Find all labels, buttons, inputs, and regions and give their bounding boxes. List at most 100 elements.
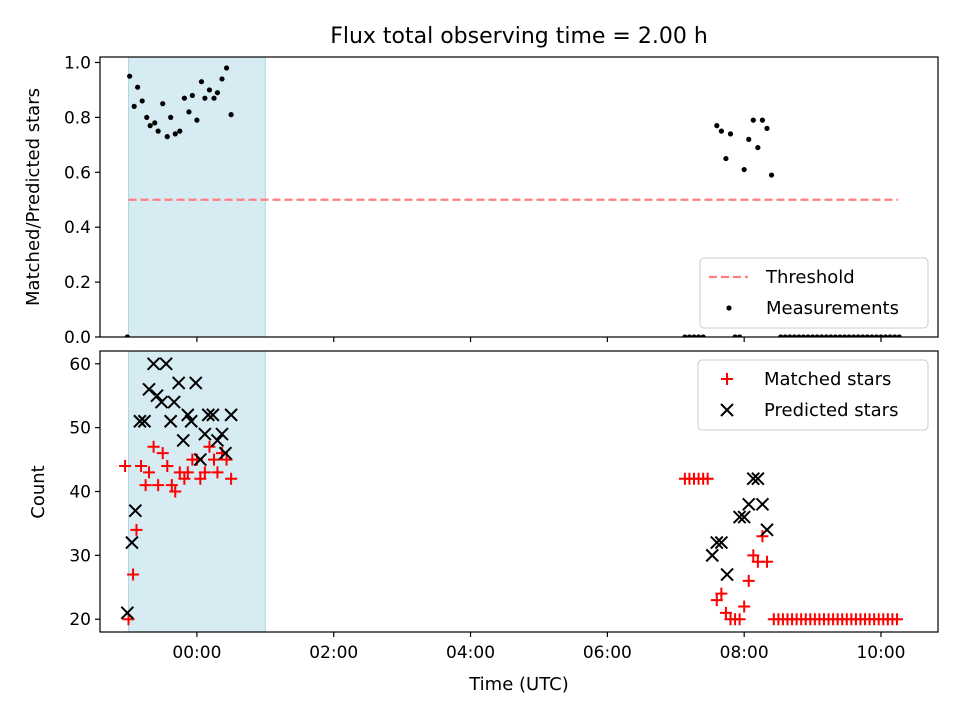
measurement-point [764, 125, 770, 131]
predicted-star-point [146, 357, 161, 371]
matched-star-point [890, 613, 903, 626]
predicted-star-point [193, 452, 208, 467]
predicted-star-point [125, 535, 139, 550]
predicted-star-point [714, 535, 729, 550]
measurement-point [832, 334, 838, 337]
y-tick-label: 30 [69, 546, 91, 566]
measurement-point [202, 95, 208, 101]
legend-label: Threshold [765, 267, 855, 288]
predicted-star-point [198, 427, 212, 441]
predicted-star-point [218, 446, 233, 460]
measurement-point [714, 123, 720, 129]
y-axis-label-bottom: Count [28, 465, 49, 518]
measurement-point [186, 109, 192, 115]
measurement-point [878, 334, 884, 337]
matched-star-point [152, 479, 165, 492]
measurement-point [691, 334, 697, 337]
measurement-point [837, 334, 843, 337]
measurement-point [160, 101, 166, 107]
plot-area [124, 65, 902, 337]
measurement-point [864, 334, 870, 337]
legend-label: Matched stars [764, 369, 891, 390]
y-tick-label: 0.4 [64, 218, 91, 238]
measurement-point [214, 90, 221, 96]
measurement-point [727, 131, 734, 137]
predicted-star-point [201, 408, 216, 422]
observing-window-span [128, 350, 266, 633]
predicted-star-point [755, 497, 770, 511]
measurement-point [198, 79, 205, 85]
bottom-panel: 20 30 40 50 60 00:00 02:00 04:00 06:00 08:00 10:00… [69, 350, 939, 663]
predicted-star-point [181, 408, 195, 422]
measurement-point [155, 128, 161, 134]
matched-star-point [203, 440, 216, 453]
y-tick-label: 0.6 [64, 163, 91, 183]
x-tick-label: 02:00 [309, 643, 358, 663]
plot-area [119, 357, 903, 626]
predicted-star-point [720, 567, 734, 582]
legend-label: Predicted stars [764, 400, 898, 421]
predicted-star-point [171, 376, 186, 390]
measurement-point [189, 92, 195, 99]
matched-star-point [169, 485, 182, 498]
x-axis-label: Time (UTC) [468, 674, 569, 695]
legend-matched-swatch [721, 373, 733, 385]
matched-star-point [143, 466, 156, 479]
legend-label: Measurements [766, 298, 899, 319]
measurement-point [823, 334, 829, 337]
predicted-star-point [128, 503, 143, 518]
observing-window-span [128, 56, 266, 338]
measurement-point [228, 112, 234, 118]
measurement-point [732, 334, 738, 337]
matched-star-point [135, 459, 148, 472]
measurement-point [219, 76, 225, 82]
measurement-point [841, 334, 848, 337]
measurement-point [787, 334, 793, 337]
x-tick-label: 00:00 [172, 643, 221, 663]
measurement-point [782, 334, 788, 337]
measurement-point [750, 117, 756, 123]
predicted-star-point [184, 414, 198, 428]
measurement-point [194, 117, 200, 123]
measurement-point [796, 334, 802, 337]
measurement-point [147, 123, 153, 129]
measurement-point [887, 334, 893, 337]
matched-star-point [198, 466, 211, 479]
measurement-point [869, 334, 875, 337]
predicted-star-point [133, 414, 147, 428]
measurement-point [791, 334, 797, 337]
measurement-point [206, 87, 213, 93]
predicted-star-point [732, 510, 747, 524]
matched-star-point [127, 568, 140, 581]
matched-star-point [733, 613, 746, 626]
predicted-star-point [176, 433, 190, 448]
legend: Threshold Measurements [699, 257, 929, 329]
measurement-point [855, 334, 861, 337]
axes-frame [99, 56, 939, 338]
predicted-star-point [142, 382, 156, 397]
chart-title: Flux total observing time = 2.00 h [330, 24, 708, 49]
matched-star-point [139, 479, 152, 492]
matched-star-point [181, 466, 194, 479]
top-panel: 0.0 0.2 0.4 0.6 0.8 1.0 Threshold Measurements [64, 53, 939, 348]
measurement-point [682, 334, 688, 337]
predicted-star-point [120, 606, 135, 620]
y-tick-label: 40 [69, 483, 91, 503]
measurement-point [882, 334, 889, 337]
legend: Matched stars Predicted stars [697, 359, 929, 431]
measurement-point [168, 114, 174, 120]
y-tick-label: 20 [69, 610, 91, 630]
y-tick-label: 0.0 [64, 328, 91, 348]
predicted-star-point [189, 376, 203, 390]
predicted-star-point [224, 408, 238, 422]
measurement-point [695, 334, 702, 337]
predicted-star-point [705, 548, 719, 563]
matched-star-point [165, 479, 178, 492]
legend-predicted-swatch [720, 403, 734, 417]
measurement-point [144, 114, 150, 120]
matched-star-point [747, 549, 760, 562]
measurement-point [172, 131, 178, 137]
predicted-star-point [163, 414, 178, 428]
predicted-star-point [760, 523, 774, 537]
matched-star-point [208, 453, 221, 466]
